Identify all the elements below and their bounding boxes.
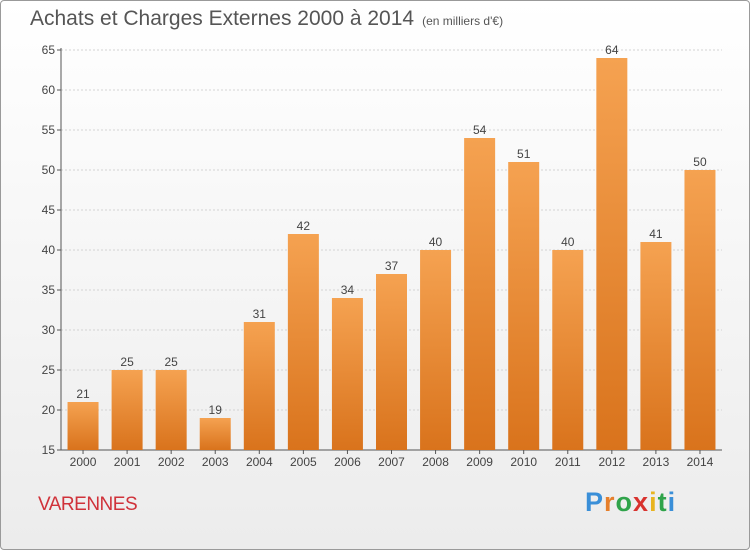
location-label: VARENNES xyxy=(38,494,138,515)
bar-2005 xyxy=(287,234,319,450)
y-tick-label: 20 xyxy=(42,403,56,417)
data-label: 64 xyxy=(605,43,619,57)
x-tick-label: 2002 xyxy=(158,455,185,469)
y-tick-label: 15 xyxy=(42,443,56,457)
logo-letter: r xyxy=(604,487,616,517)
logo-letter: i xyxy=(649,487,658,517)
y-tick-label: 25 xyxy=(42,363,56,377)
data-label: 54 xyxy=(473,123,487,137)
x-tick-label: 2013 xyxy=(643,455,670,469)
logo-letter: x xyxy=(633,487,650,517)
title-text: Achats et Charges Externes 2000 à 2014 xyxy=(30,7,415,30)
x-tick-label: 2003 xyxy=(202,455,229,469)
bar-2010 xyxy=(508,162,540,450)
data-label: 37 xyxy=(385,259,399,273)
x-tick-label: 2006 xyxy=(334,455,361,469)
bar-2001 xyxy=(111,370,143,450)
data-label: 25 xyxy=(120,355,134,369)
data-label: 41 xyxy=(649,227,663,241)
x-tick-label: 2014 xyxy=(687,455,714,469)
y-tick-label: 40 xyxy=(42,243,56,257)
bar-2014 xyxy=(684,170,716,450)
chart-subtitle: (en milliers d'€) xyxy=(422,14,504,28)
data-label: 25 xyxy=(164,355,178,369)
data-label: 31 xyxy=(253,307,267,321)
bar-2008 xyxy=(420,250,452,450)
x-tick-label: 2009 xyxy=(466,455,493,469)
x-tick-label: 2008 xyxy=(422,455,449,469)
x-tick-label: 2010 xyxy=(510,455,537,469)
bar-2012 xyxy=(596,58,628,450)
logo-letter: i xyxy=(667,487,677,517)
logo-letter: o xyxy=(615,487,634,517)
chart-title: Achats et Charges Externes 2000 à 2014 (e… xyxy=(30,7,503,31)
data-label: 42 xyxy=(297,219,311,233)
y-tick-label: 30 xyxy=(42,323,56,337)
data-label: 40 xyxy=(429,235,443,249)
data-label: 51 xyxy=(517,147,531,161)
y-tick-label: 50 xyxy=(42,163,56,177)
y-tick-label: 45 xyxy=(42,203,56,217)
logo-letter: t xyxy=(657,487,668,517)
data-label: 50 xyxy=(693,155,707,169)
bar-2009 xyxy=(464,138,496,450)
y-tick-label: 35 xyxy=(42,283,56,297)
proxiti-logo[interactable]: Proxiti xyxy=(585,487,676,518)
y-tick-label: 60 xyxy=(42,83,56,97)
bar-2007 xyxy=(376,274,407,450)
data-label: 40 xyxy=(561,235,575,249)
bar-2002 xyxy=(155,370,187,450)
bar-2011 xyxy=(552,250,584,450)
x-tick-label: 2000 xyxy=(70,455,97,469)
bar-2000 xyxy=(67,402,99,450)
data-label: 34 xyxy=(341,283,355,297)
x-tick-label: 2001 xyxy=(114,455,141,469)
bar-2013 xyxy=(640,242,672,450)
y-tick-label: 55 xyxy=(42,123,56,137)
bar-2006 xyxy=(331,298,363,450)
data-label: 19 xyxy=(209,403,223,417)
y-tick-label: 65 xyxy=(42,43,56,57)
x-tick-label: 2011 xyxy=(555,455,581,469)
bar-2003 xyxy=(199,418,231,450)
x-tick-label: 2005 xyxy=(290,455,317,469)
x-tick-label: 2004 xyxy=(246,455,273,469)
logo-letter: P xyxy=(585,487,605,517)
x-tick-label: 2012 xyxy=(598,455,625,469)
data-label: 21 xyxy=(76,387,90,401)
x-tick-label: 2007 xyxy=(378,455,405,469)
bar-2004 xyxy=(243,322,275,450)
